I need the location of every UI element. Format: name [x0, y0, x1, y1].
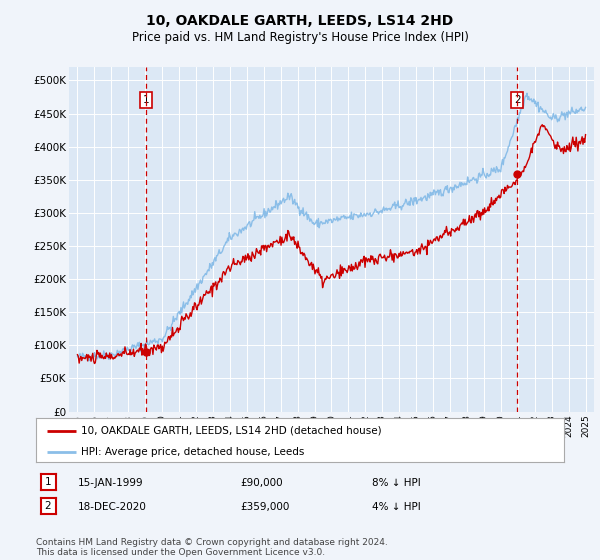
Text: 2: 2 — [44, 501, 52, 511]
Text: 1: 1 — [44, 477, 52, 487]
Text: 2: 2 — [514, 95, 520, 105]
Text: 18-DEC-2020: 18-DEC-2020 — [78, 502, 147, 512]
Text: £90,000: £90,000 — [240, 478, 283, 488]
Text: HPI: Average price, detached house, Leeds: HPI: Average price, detached house, Leed… — [81, 446, 304, 456]
Text: 4% ↓ HPI: 4% ↓ HPI — [372, 502, 421, 512]
Text: Contains HM Land Registry data © Crown copyright and database right 2024.
This d: Contains HM Land Registry data © Crown c… — [36, 538, 388, 557]
Text: Price paid vs. HM Land Registry's House Price Index (HPI): Price paid vs. HM Land Registry's House … — [131, 31, 469, 44]
Text: 10, OAKDALE GARTH, LEEDS, LS14 2HD: 10, OAKDALE GARTH, LEEDS, LS14 2HD — [146, 14, 454, 28]
Text: 10, OAKDALE GARTH, LEEDS, LS14 2HD (detached house): 10, OAKDALE GARTH, LEEDS, LS14 2HD (deta… — [81, 426, 382, 436]
Text: 8% ↓ HPI: 8% ↓ HPI — [372, 478, 421, 488]
Text: £359,000: £359,000 — [240, 502, 289, 512]
Text: 1: 1 — [143, 95, 149, 105]
Text: 15-JAN-1999: 15-JAN-1999 — [78, 478, 143, 488]
